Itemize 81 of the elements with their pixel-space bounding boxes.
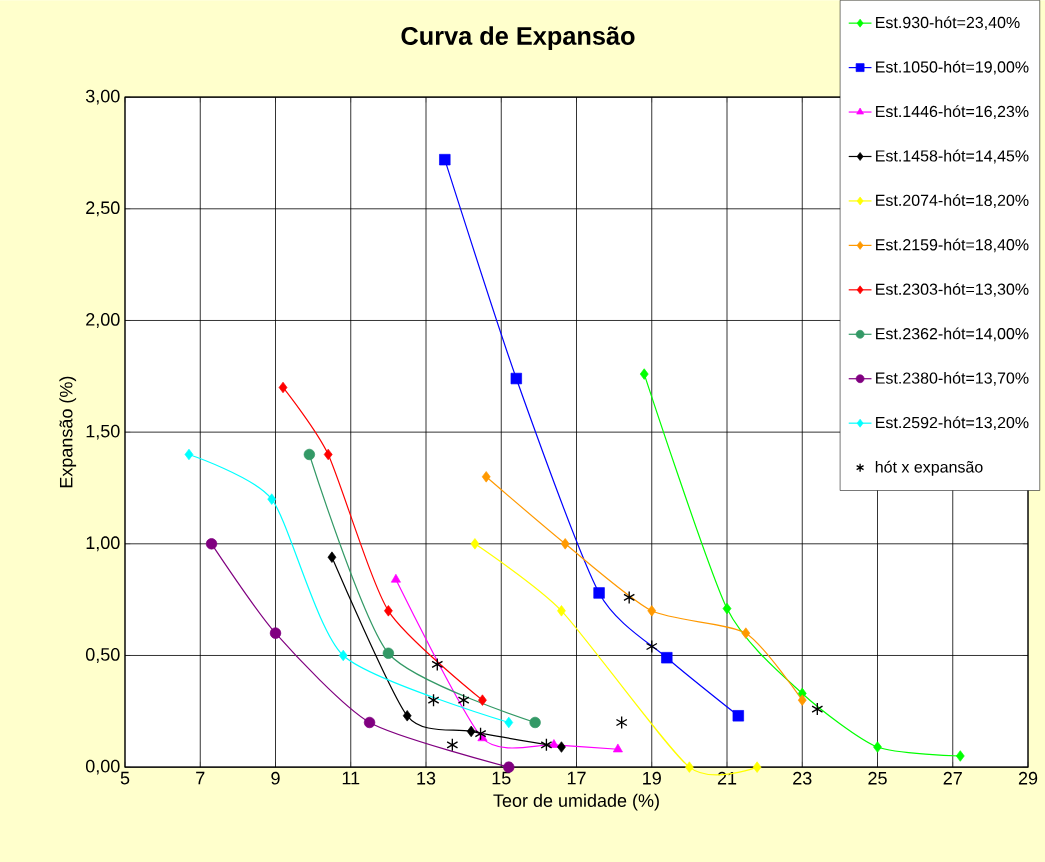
- x-tick-label: 19: [643, 771, 661, 785]
- point: [466, 725, 476, 738]
- point: [427, 693, 440, 707]
- point: [478, 694, 487, 706]
- point: [557, 741, 566, 753]
- legend-label: Est.2074-hót=18,20%: [876, 193, 1029, 208]
- point: [661, 651, 673, 664]
- point: [593, 587, 605, 599]
- point: [278, 381, 288, 394]
- point: [384, 605, 393, 617]
- x-tick-label: 7: [196, 771, 205, 785]
- point: [741, 627, 751, 639]
- point: [955, 750, 965, 762]
- chart-title: Curva de Expansão: [401, 26, 635, 50]
- point: [470, 538, 480, 550]
- x-tick-label: 23: [793, 771, 812, 785]
- point: [390, 573, 401, 583]
- point: [811, 702, 824, 716]
- point: [510, 372, 522, 385]
- legend-label: Est.2303-hót=13,30%: [876, 282, 1029, 297]
- x-tick-label: 29: [1018, 771, 1038, 785]
- legend-label: Est.1458-hót=14,45%: [876, 149, 1029, 164]
- point: [303, 448, 316, 461]
- point: [474, 726, 487, 741]
- point: [540, 738, 553, 752]
- y-axis-title: Expansão (%): [59, 376, 77, 488]
- point: [873, 741, 882, 753]
- point: [504, 716, 514, 729]
- x-tick-label: 11: [342, 771, 360, 785]
- legend-label: Est.1050-hót=19,00%: [876, 60, 1029, 75]
- point: [529, 716, 541, 729]
- y-tick-label: 0,00: [85, 759, 120, 775]
- x-tick-label: 17: [567, 771, 586, 785]
- point: [645, 639, 658, 654]
- legend-label: Est.2592-hót=13,20%: [876, 416, 1029, 431]
- point: [439, 153, 451, 166]
- point: [269, 627, 282, 639]
- point: [797, 694, 807, 706]
- legend-label: Est.2159-hót=18,40%: [876, 238, 1029, 253]
- point: [431, 657, 444, 672]
- point: [327, 551, 337, 563]
- legend-label: Est.1446-hót=16,23%: [876, 105, 1029, 119]
- legend-label: hót x expansão: [875, 460, 983, 476]
- x-tick-label: 9: [271, 771, 280, 785]
- x-axis-title: Teor de umidade (%): [493, 793, 659, 811]
- point: [402, 710, 412, 722]
- point: [560, 538, 570, 550]
- x-tick-label: 5: [120, 771, 130, 785]
- point: [323, 448, 333, 461]
- point: [557, 605, 566, 617]
- x-tick-label: 13: [417, 771, 436, 785]
- legend-label: Est.2380-hót=13,70%: [876, 371, 1029, 386]
- point: [685, 761, 694, 773]
- point: [446, 738, 459, 752]
- y-tick-label: 2,50: [86, 201, 120, 217]
- point: [184, 448, 194, 461]
- legend-label: Est.2362-hót=14,00%: [876, 327, 1029, 342]
- point: [639, 368, 649, 380]
- point: [623, 590, 636, 605]
- y-tick-label: 1,50: [86, 424, 120, 440]
- point: [382, 647, 395, 659]
- point: [205, 538, 218, 550]
- point: [267, 493, 277, 505]
- point: [732, 710, 744, 722]
- point: [722, 602, 732, 615]
- y-tick-label: 2,00: [86, 312, 120, 328]
- y-tick-label: 1,00: [86, 536, 120, 552]
- point: [612, 743, 623, 753]
- x-tick-label: 15: [492, 771, 511, 785]
- y-tick-label: 0,50: [85, 647, 120, 663]
- point: [457, 693, 470, 707]
- legend-label: Est.930-hót=23,40%: [876, 16, 1020, 31]
- point: [481, 471, 491, 483]
- point: [647, 605, 657, 617]
- point: [615, 715, 628, 730]
- x-tick-label: 25: [868, 771, 887, 785]
- point: [338, 649, 348, 662]
- point: [363, 716, 376, 729]
- y-tick-label: 3,00: [85, 89, 120, 105]
- x-tick-label: 27: [943, 771, 962, 785]
- point: [752, 761, 762, 773]
